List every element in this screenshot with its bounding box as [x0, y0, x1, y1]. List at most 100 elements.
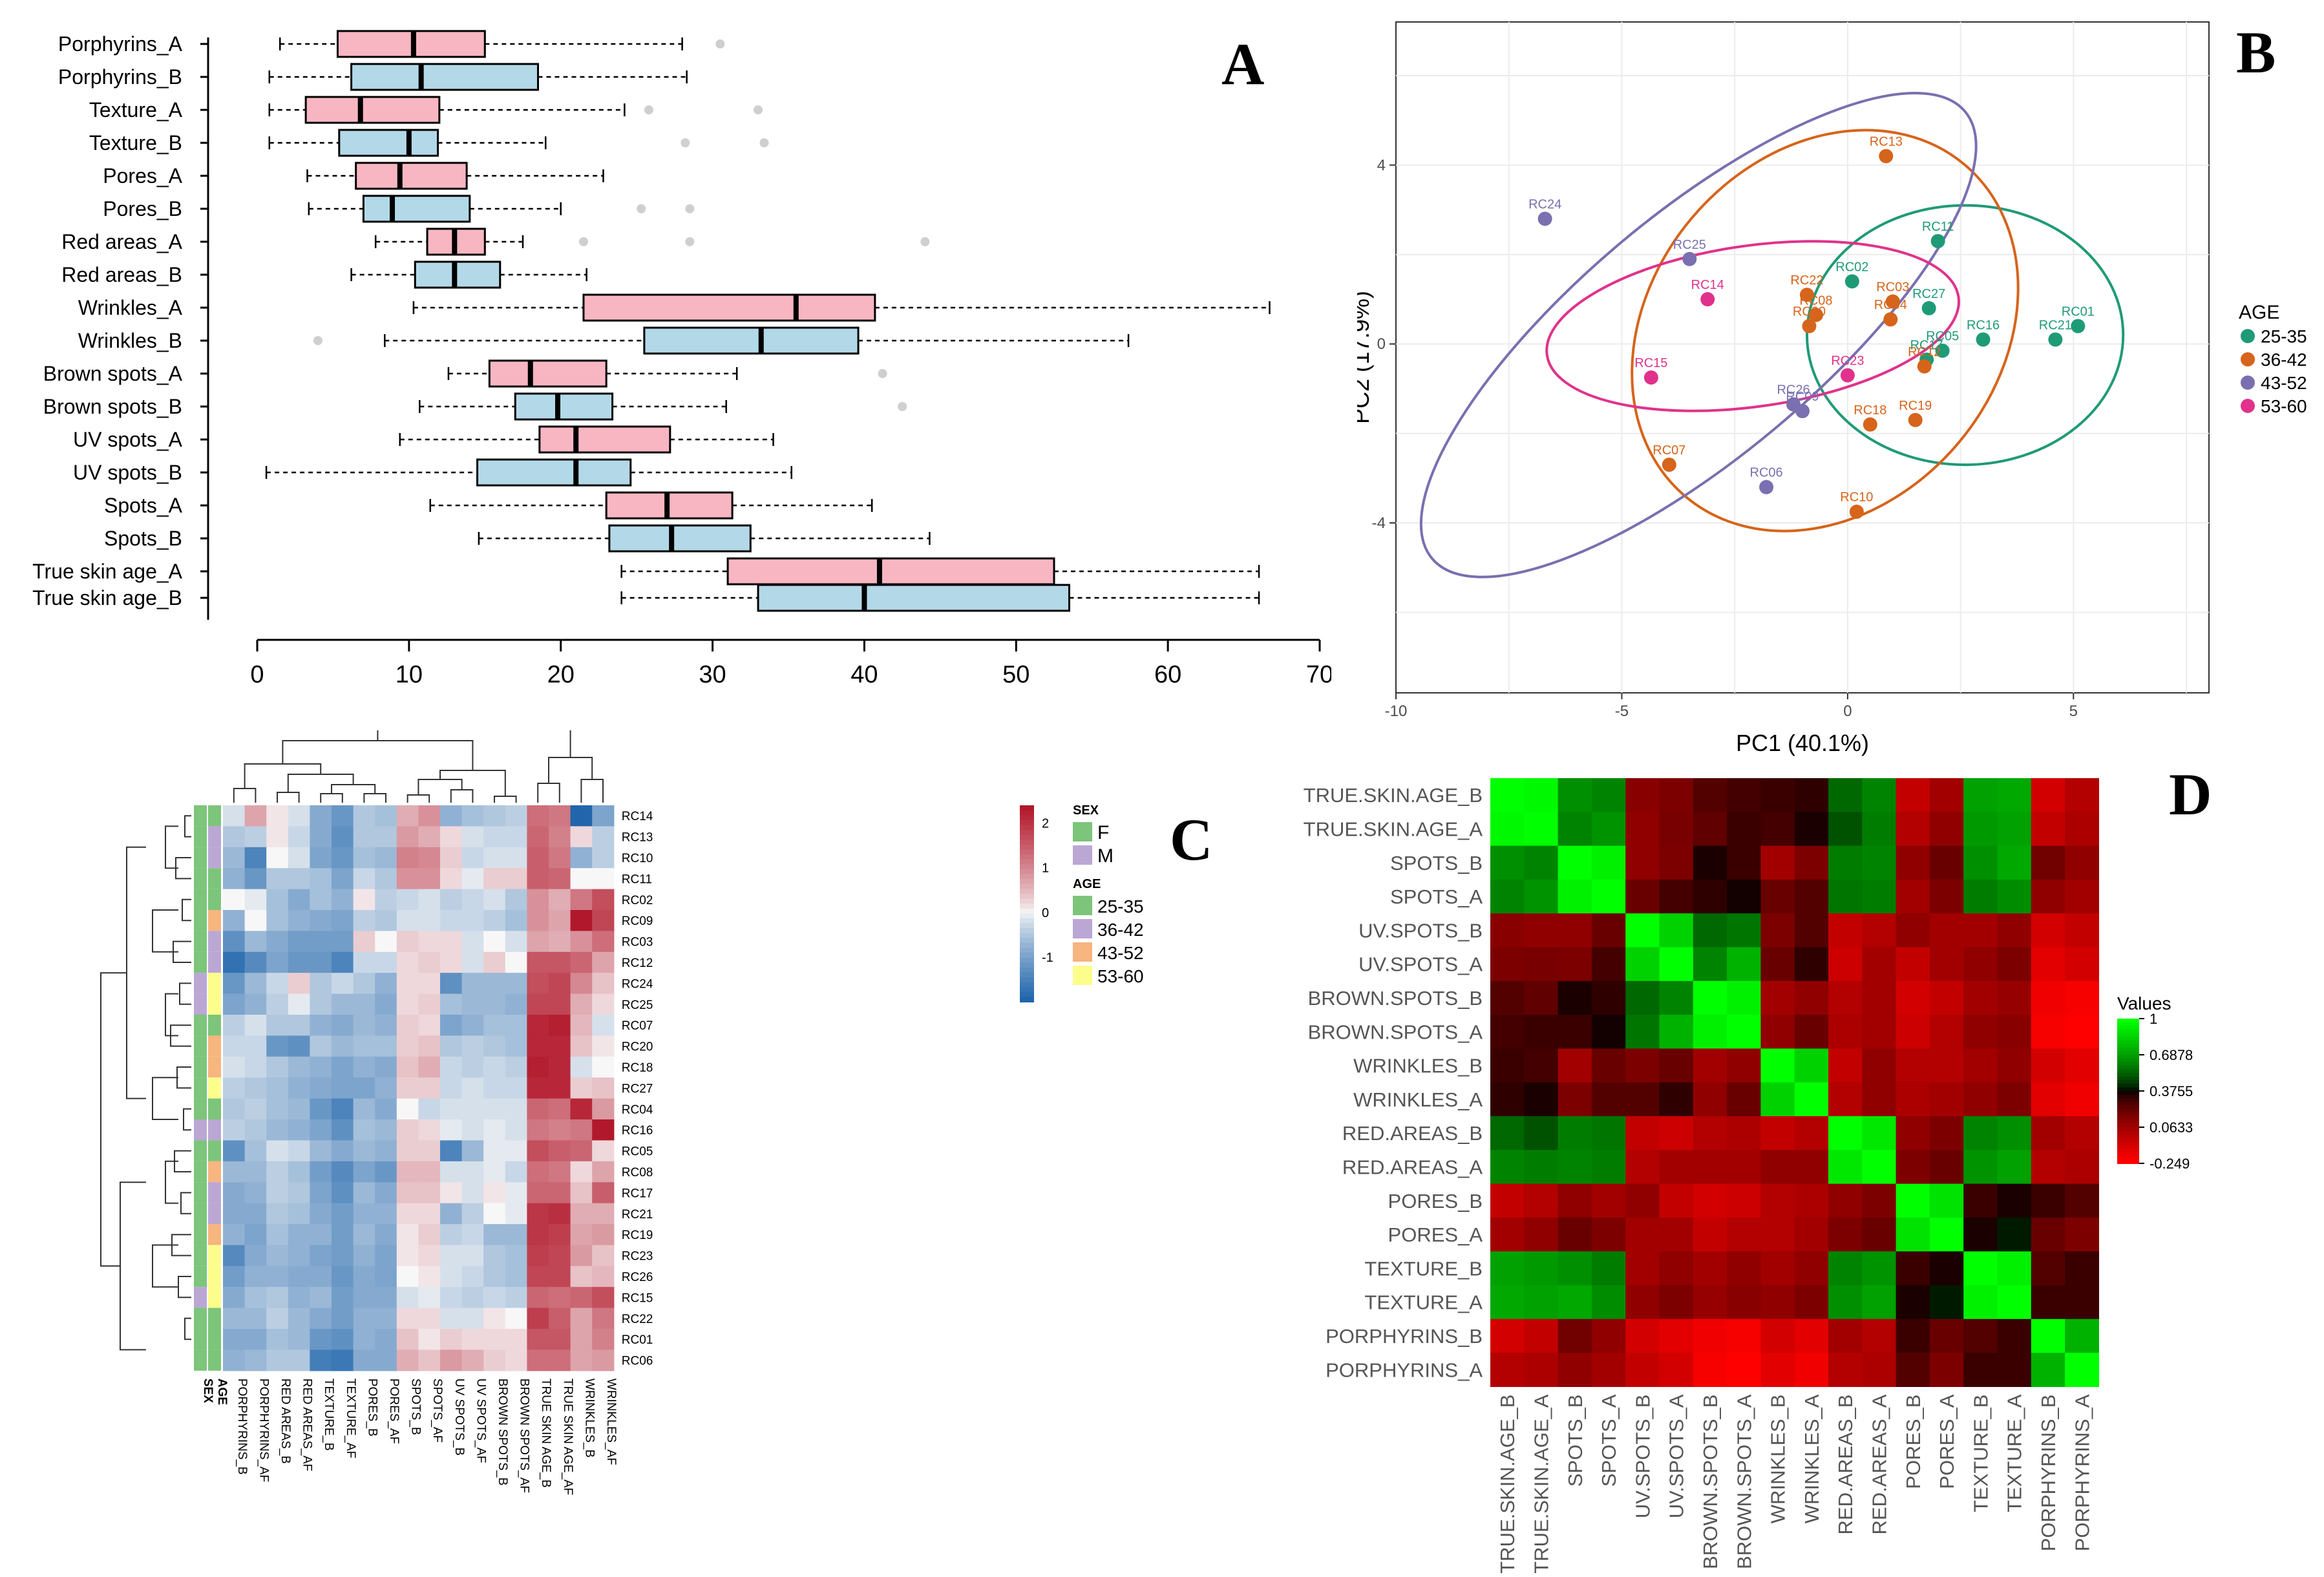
correlation-cell [1693, 1353, 1727, 1387]
box-iqr [304, 96, 441, 124]
heatmap-cell [527, 889, 549, 911]
row-label: RC04 [622, 1103, 653, 1117]
heatmap-cell [570, 973, 593, 995]
y-tick-label: Texture_A [89, 98, 183, 122]
data-point [1682, 251, 1697, 266]
heatmap-cell [310, 1307, 332, 1329]
correlation-cell [1896, 1285, 1930, 1320]
correlation-cell [1997, 812, 2032, 847]
heatmap-cell [440, 910, 463, 931]
heatmap-cell [440, 1119, 463, 1141]
data-point-label: RC08 [1799, 293, 1832, 308]
heatmap-cell [483, 1265, 506, 1287]
heatmap-cell [570, 889, 593, 911]
row-label: UV.SPOTS_B [1358, 919, 1483, 942]
heatmap-cell [310, 973, 332, 995]
heatmap-cell [223, 993, 246, 1015]
sex-annotation-cell [194, 1035, 207, 1057]
heatmap-cell [332, 931, 354, 953]
correlation-cell [1997, 1116, 2032, 1150]
heatmap-cell [396, 1140, 419, 1162]
heatmap-cell [483, 1349, 506, 1371]
data-point-label: RC19 [1899, 399, 1932, 413]
heatmap-cell [461, 1056, 484, 1078]
heatmap-cell [375, 1161, 397, 1183]
correlation-cell [1591, 845, 1626, 880]
color-scale-step [2117, 1087, 2139, 1092]
correlation-cell [1490, 879, 1525, 914]
heatmap-cell [570, 1349, 593, 1371]
data-point [1879, 149, 1894, 164]
data-point-label: RC18 [1854, 403, 1886, 418]
color-scale-step [1020, 923, 1034, 929]
heatmap-cell [483, 1182, 506, 1204]
correlation-cell [1862, 1082, 1897, 1117]
correlation-cell [1659, 1150, 1694, 1185]
heatmap-cell [505, 1349, 527, 1371]
heatmap-cell [353, 1056, 375, 1078]
dendrogram-branch [287, 774, 354, 792]
heatmap-cell [332, 1035, 354, 1057]
heatmap-cell [332, 805, 354, 827]
data-point [1883, 312, 1898, 327]
heatmap-cell [527, 993, 549, 1015]
color-scale-step [1020, 957, 1034, 964]
heatmap-cell [418, 868, 441, 890]
row-label: RC24 [622, 977, 653, 991]
correlation-cell [2031, 1353, 2065, 1387]
correlation-cell [1862, 1285, 1897, 1320]
heatmap-cell [483, 931, 506, 953]
row-label: RC21 [622, 1208, 653, 1222]
heatmap-cell [592, 1224, 615, 1245]
column-label: UV SPOTS_B [452, 1379, 466, 1455]
heatmap-cell [461, 847, 484, 869]
correlation-cell [1625, 1183, 1660, 1218]
heatmap-cell [353, 1140, 375, 1162]
correlation-cell [1490, 845, 1525, 880]
row-label: RC15 [622, 1291, 653, 1305]
heatmap-cell [570, 868, 593, 890]
legend-label: 25-35 [2261, 326, 2307, 346]
correlation-cell [1997, 1183, 2032, 1218]
correlation-cell [1963, 812, 1998, 847]
heatmap-cell [570, 805, 593, 827]
heatmap-cell [353, 826, 375, 848]
sex-annotation-cell [194, 1203, 207, 1224]
color-scale-step [1020, 933, 1034, 939]
heatmap-cell [505, 1056, 527, 1078]
color-scale-step [2117, 1065, 2139, 1070]
correlation-cell [2031, 1318, 2065, 1353]
color-scale-step [1020, 810, 1034, 816]
correlation-cell [1963, 845, 1998, 880]
heatmap-cell [396, 847, 419, 869]
y-tick-label: Wrinkles_B [78, 329, 182, 352]
age-annotation-cell [208, 1349, 221, 1371]
color-scale-step [1020, 938, 1034, 944]
heatmap-cell [570, 1035, 593, 1057]
heatmap-cell [353, 1119, 375, 1141]
row-label: RC05 [622, 1145, 653, 1159]
correlation-cell [1693, 947, 1727, 982]
heatmap-cell [223, 1329, 246, 1350]
heatmap-cell [332, 973, 354, 995]
correlation-cell [1659, 1183, 1694, 1218]
correlation-cell [1591, 1183, 1626, 1218]
correlation-cell [1828, 845, 1863, 880]
heatmap-cell [505, 1245, 527, 1267]
box-iqr [582, 293, 876, 322]
heatmap-cell [592, 1056, 615, 1078]
color-scale-step [1020, 967, 1034, 973]
age-legend-swatch [1073, 919, 1092, 938]
heatmap-cell [375, 1182, 397, 1204]
heatmap-cell [440, 1056, 463, 1078]
column-label: TRUE SKIN AGE_B [539, 1379, 553, 1488]
age-annotation-cell [208, 1098, 221, 1119]
heatmap-cell [310, 847, 332, 869]
heatmap-cell [310, 1224, 332, 1245]
correlation-cell [1659, 980, 1694, 1015]
heatmap-cell [332, 1182, 354, 1204]
heatmap-cell [353, 1349, 375, 1371]
data-point [1537, 211, 1552, 226]
heatmap-cell [505, 1161, 527, 1183]
heatmap-cell [353, 1265, 375, 1287]
